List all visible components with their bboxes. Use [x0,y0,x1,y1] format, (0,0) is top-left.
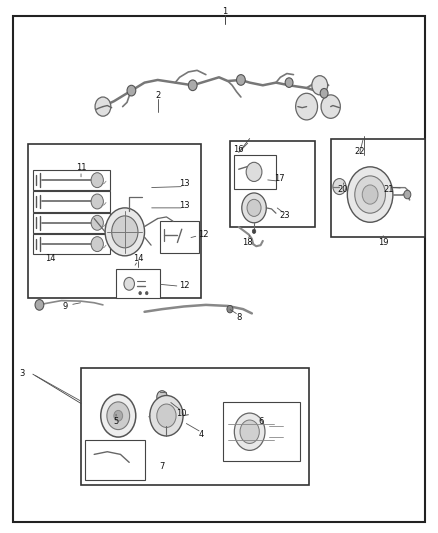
Text: 12: 12 [179,281,189,289]
Bar [331,139,425,237]
Bar [81,368,309,485]
Circle shape [105,208,145,256]
Circle shape [91,237,103,252]
Circle shape [114,410,123,421]
Bar [33,234,110,254]
Circle shape [188,80,197,91]
Text: 21: 21 [384,185,394,193]
Circle shape [247,199,261,216]
Circle shape [237,75,245,85]
Circle shape [333,179,346,195]
Text: 12: 12 [198,230,209,239]
Circle shape [157,404,176,427]
Circle shape [91,215,103,230]
Bar [116,269,160,298]
Text: 19: 19 [378,238,389,247]
Bar [234,155,276,189]
Bar [223,402,300,461]
Bar [85,440,145,480]
Text: 20: 20 [337,185,348,193]
Circle shape [347,167,393,222]
Text: 23: 23 [279,212,290,220]
Circle shape [355,176,385,213]
Text: 9: 9 [62,302,67,311]
Bar [33,213,110,233]
Circle shape [150,395,183,436]
Circle shape [227,305,233,313]
Circle shape [362,185,378,204]
Bar [160,221,199,253]
Circle shape [285,78,293,87]
Circle shape [312,76,328,95]
Text: 1: 1 [222,7,227,16]
Circle shape [35,300,44,310]
Text: 6: 6 [258,417,264,425]
Circle shape [240,420,259,443]
Circle shape [112,216,138,248]
Circle shape [101,394,136,437]
Circle shape [296,93,318,120]
Circle shape [127,85,136,96]
Text: 11: 11 [76,164,86,172]
Circle shape [107,402,130,430]
Text: 18: 18 [242,238,253,247]
Text: 14: 14 [133,254,143,263]
Text: 8: 8 [236,313,241,321]
Text: 17: 17 [274,174,285,183]
Circle shape [139,292,141,295]
Circle shape [252,229,256,233]
Circle shape [91,173,103,188]
Text: 10: 10 [177,409,187,417]
Circle shape [242,193,266,223]
Circle shape [91,194,103,209]
Circle shape [124,277,134,290]
Text: 7: 7 [159,462,165,471]
Circle shape [404,190,411,199]
Text: 16: 16 [233,145,244,154]
Circle shape [157,391,167,403]
Text: 5: 5 [113,417,119,425]
Bar [33,170,110,190]
Circle shape [246,162,262,181]
Bar [33,191,110,212]
Circle shape [320,88,328,98]
Text: 13: 13 [179,201,189,209]
Circle shape [234,413,265,450]
Text: 13: 13 [179,180,189,188]
Bar [230,141,315,227]
Circle shape [95,97,111,116]
Text: 3: 3 [19,369,25,377]
Circle shape [145,292,148,295]
Bar [28,144,201,298]
Text: 4: 4 [199,430,204,439]
Text: 22: 22 [354,148,364,156]
Text: 2: 2 [155,92,160,100]
Circle shape [321,95,340,118]
Text: 14: 14 [45,254,56,263]
